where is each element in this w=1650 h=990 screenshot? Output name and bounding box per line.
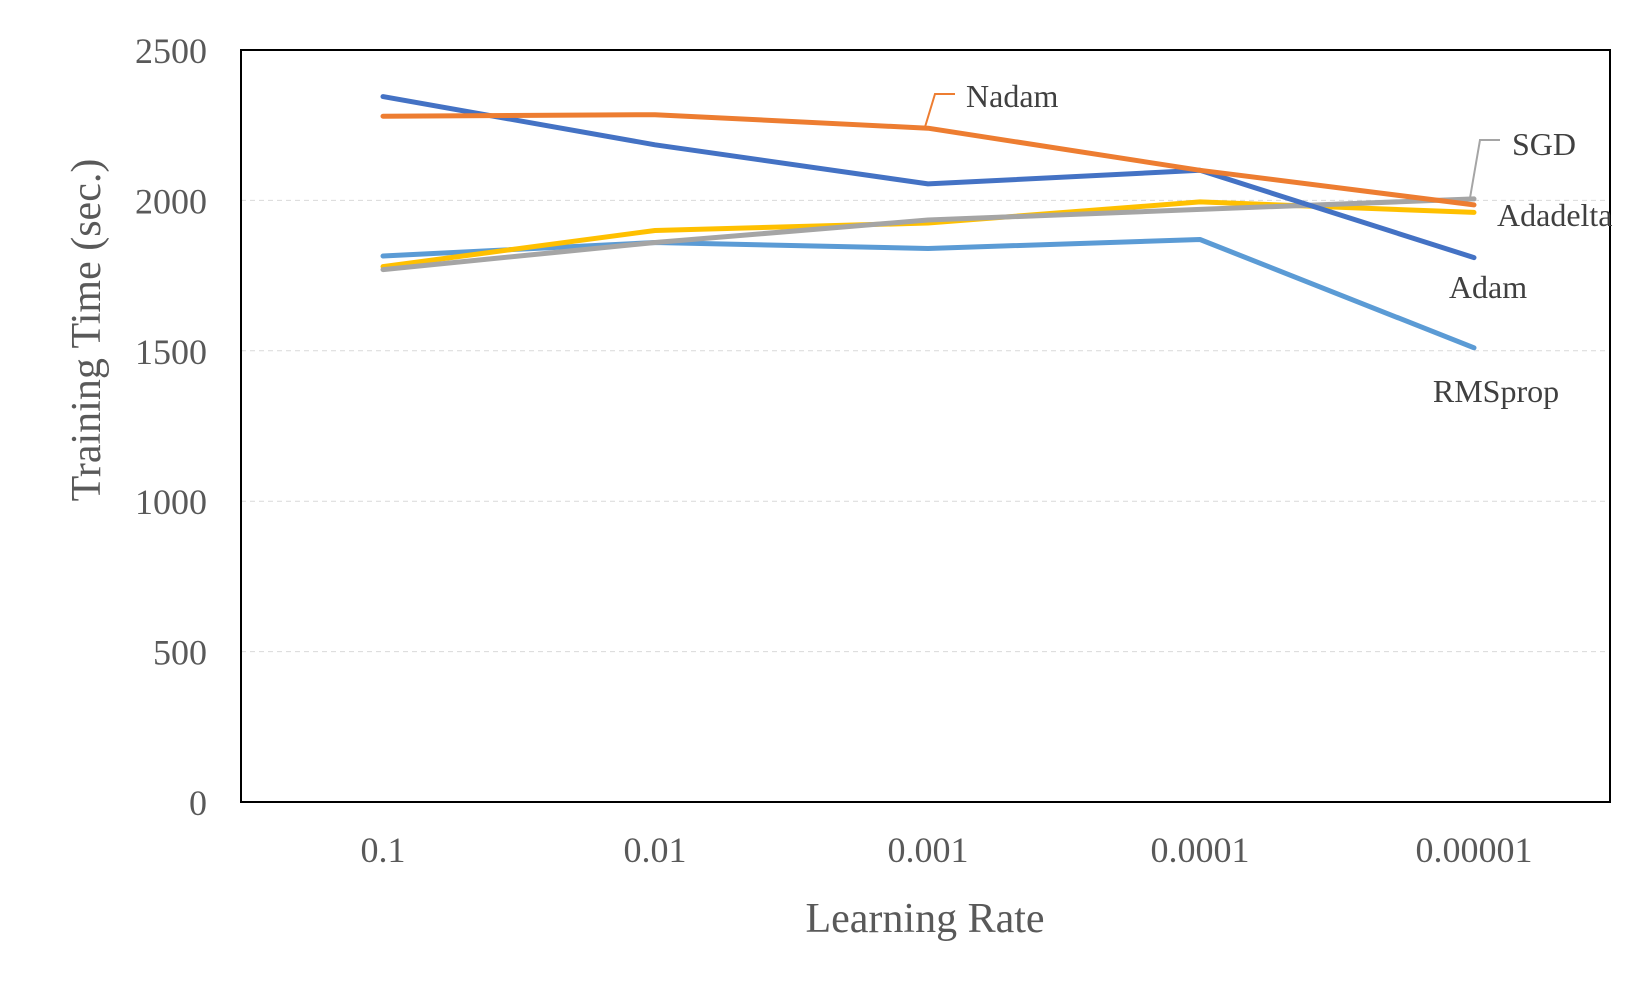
leader-line-nadam [924, 93, 955, 128]
series-labels: Adam Nadam SGD Adadelta RMSprop [924, 78, 1613, 409]
y-tick-label-1500: 1500 [135, 332, 207, 372]
series-label-rmsprop: RMSprop [1433, 373, 1559, 409]
y-tick-label-2000: 2000 [135, 181, 207, 221]
series-line-adadelta [380, 199, 1477, 270]
y-tick-label-0: 0 [189, 783, 207, 823]
x-tick-label-0.1: 0.1 [361, 830, 406, 870]
series-line-adam [380, 94, 1477, 261]
x-axis-tick-labels: 0.1 0.01 0.001 0.0001 0.00001 [361, 830, 1533, 870]
y-axis-tick-labels: 0 500 1000 1500 2000 2500 [135, 31, 207, 823]
x-axis-title: Learning Rate [805, 896, 1044, 942]
x-tick-label-0.001: 0.001 [888, 830, 969, 870]
y-tick-label-2500: 2500 [135, 31, 207, 71]
series-label-adam: Adam [1449, 269, 1527, 305]
y-tick-label-500: 500 [153, 633, 207, 673]
leader-line-sgd [1469, 139, 1500, 199]
x-tick-label-0.01: 0.01 [624, 830, 687, 870]
gridlines [241, 199, 1610, 653]
series-lines [380, 94, 1477, 351]
series-label-sgd: SGD [1512, 126, 1576, 162]
plot-area-frame [240, 49, 1611, 803]
x-tick-label-0.0001: 0.0001 [1151, 830, 1250, 870]
series-line-rmsprop [380, 237, 1477, 351]
y-axis-title: Training Time (sec.) [64, 159, 110, 502]
series-line-sgd [380, 196, 1477, 273]
x-tick-label-0.00001: 0.00001 [1416, 830, 1533, 870]
series-line-nadam [380, 112, 1477, 208]
series-label-adadelta: Adadelta [1497, 197, 1613, 233]
y-tick-label-1000: 1000 [135, 482, 207, 522]
series-label-nadam: Nadam [966, 78, 1059, 114]
